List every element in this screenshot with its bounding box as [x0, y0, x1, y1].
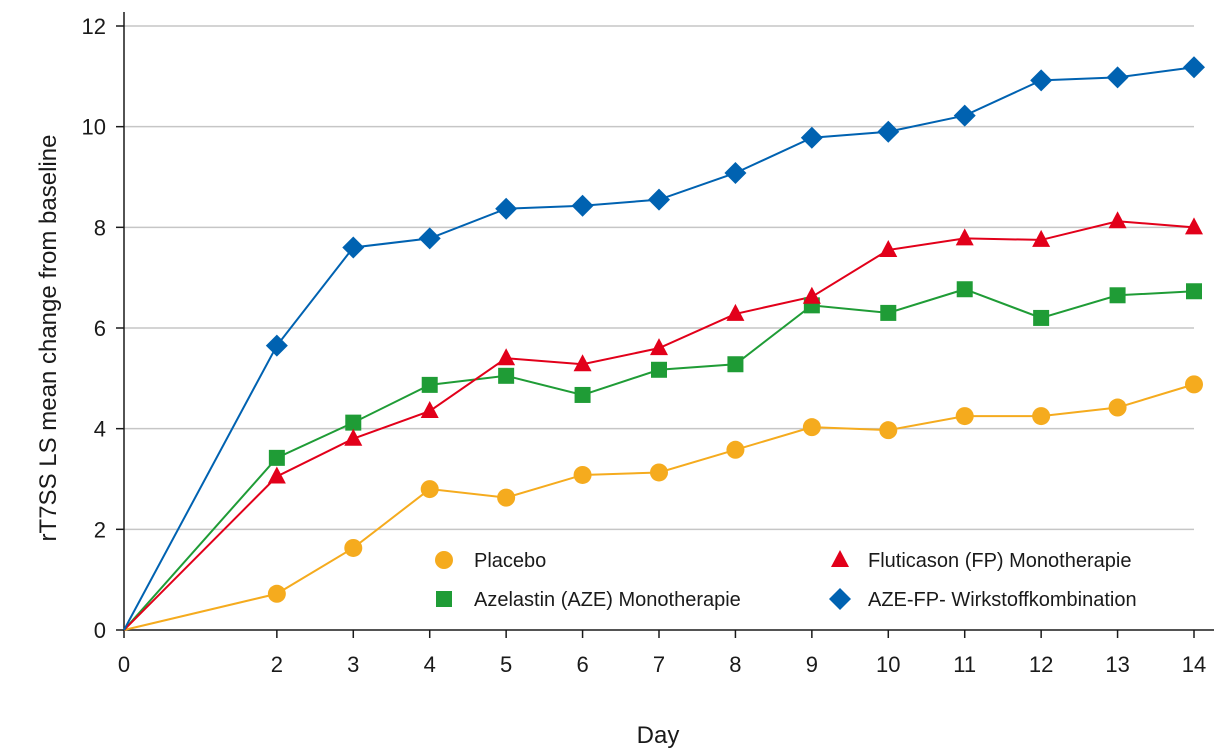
- series-line-2: [123, 288, 1195, 631]
- data-point-s4-day-12: [1030, 69, 1053, 92]
- legend-marker-4: [829, 588, 851, 610]
- data-point-s2-day-3: [345, 414, 362, 431]
- x-tick-label-5: 5: [500, 652, 512, 677]
- x-tick-label-0: 0: [118, 652, 130, 677]
- data-point-s3-day-13: [1108, 211, 1127, 229]
- legend: Placebo Azelastin (AZE) Monotherapie Fluti…: [435, 550, 1137, 611]
- x-tick-label-2: 2: [271, 652, 283, 677]
- data-point-s2-day-4: [421, 376, 438, 393]
- series-lines: [123, 66, 1195, 631]
- data-point-s3-day-4: [420, 401, 439, 419]
- y-tick-label-8: 8: [94, 215, 106, 240]
- data-point-s4-day-7: [648, 188, 670, 211]
- data-point-s1-day-7: [650, 463, 668, 482]
- legend-label-1: Placebo: [474, 550, 546, 572]
- data-point-s1-day-9: [802, 418, 821, 437]
- x-tick-label-11: 11: [953, 652, 976, 677]
- data-point-s3-day-7: [650, 338, 668, 356]
- data-point-s2-day-6: [574, 386, 591, 403]
- data-point-s3-day-9: [802, 286, 821, 304]
- data-point-s2-day-10: [880, 304, 897, 321]
- x-axis-title: Day: [637, 722, 680, 749]
- data-point-s1-day-13: [1108, 398, 1127, 417]
- data-point-s1-day-12: [1032, 407, 1051, 426]
- y-axis-title: rT7SS LS mean change from baseline: [35, 135, 62, 542]
- data-point-s3-day-11: [955, 228, 974, 246]
- data-point-s2-day-2: [268, 449, 285, 466]
- legend-marker-3: [831, 550, 849, 567]
- x-tick-label-4: 4: [424, 652, 436, 677]
- data-point-s4-day-14: [1183, 56, 1205, 79]
- data-point-s3-day-10: [879, 239, 898, 257]
- y-tick-label-0: 0: [94, 618, 106, 643]
- data-point-s4-day-8: [724, 161, 747, 184]
- data-point-s1-day-4: [420, 480, 439, 499]
- axes: [116, 12, 1214, 638]
- legend-label-2: Azelastin (AZE) Monotherapie: [474, 589, 741, 611]
- data-point-s1-day-10: [879, 421, 898, 440]
- data-point-s2-day-11: [956, 281, 973, 298]
- data-point-s1-day-2: [267, 584, 286, 603]
- data-point-s4-day-10: [877, 120, 900, 143]
- tick-labels: 0 2 4 6 8 10 12 0 2 3 4 5 6 7 8 9 10 11 12 13 14: [82, 14, 1207, 677]
- data-point-s1-day-8: [726, 440, 745, 459]
- y-tick-label-10: 10: [82, 115, 106, 140]
- x-tick-label-8: 8: [729, 652, 741, 677]
- legend-marker-2: [436, 591, 452, 607]
- x-tick-label-3: 3: [347, 652, 359, 677]
- data-point-s2-day-8: [727, 356, 744, 373]
- data-point-s2-day-5: [498, 367, 515, 384]
- data-point-s3-day-5: [497, 348, 516, 366]
- data-point-s3-day-6: [573, 354, 592, 372]
- data-point-s1-day-5: [497, 488, 516, 507]
- data-point-s4-day-3: [342, 236, 365, 259]
- data-point-s3-day-2: [267, 466, 286, 484]
- data-point-s2-day-12: [1033, 309, 1050, 326]
- data-point-s4-day-6: [571, 194, 594, 217]
- data-point-s4-day-13: [1106, 66, 1129, 89]
- x-tick-label-9: 9: [806, 652, 818, 677]
- legend-marker-1: [435, 551, 453, 569]
- x-tick-label-12: 12: [1029, 652, 1053, 677]
- x-tick-label-10: 10: [876, 652, 900, 677]
- y-tick-label-6: 6: [94, 316, 106, 341]
- data-point-s3-day-14: [1185, 217, 1203, 235]
- data-point-s1-day-11: [955, 407, 974, 426]
- series-line-4: [123, 66, 1195, 631]
- data-point-s1-day-14: [1185, 375, 1203, 394]
- data-point-s2-day-7: [651, 361, 667, 378]
- x-tick-label-13: 13: [1105, 652, 1129, 677]
- y-tick-label-12: 12: [82, 14, 106, 39]
- data-point-s2-day-13: [1109, 287, 1126, 304]
- data-point-s4-day-4: [418, 227, 441, 250]
- data-point-s4-day-11: [953, 104, 976, 127]
- data-point-s4-day-9: [800, 126, 823, 149]
- x-tick-label-14: 14: [1182, 652, 1206, 677]
- series-line-1: [123, 383, 1195, 631]
- data-point-s4-day-5: [495, 197, 518, 220]
- data-point-s3-day-8: [726, 303, 745, 321]
- data-point-s3-day-12: [1032, 229, 1051, 247]
- x-tick-label-6: 6: [576, 652, 588, 677]
- data-point-s1-day-3: [344, 538, 363, 557]
- y-tick-label-4: 4: [94, 417, 106, 442]
- data-point-s4-day-2: [265, 334, 288, 357]
- legend-label-4: AZE-FP- Wirkstoffkombination: [868, 589, 1137, 611]
- y-tick-label-2: 2: [94, 517, 106, 542]
- data-point-s1-day-6: [573, 465, 592, 484]
- grid-lines: [124, 25, 1194, 531]
- x-tick-label-7: 7: [653, 652, 665, 677]
- data-point-s2-day-14: [1186, 283, 1202, 300]
- legend-label-3: Fluticason (FP) Monotherapie: [868, 550, 1131, 572]
- series-markers: [265, 56, 1205, 603]
- data-point-s3-day-3: [344, 428, 363, 446]
- series-line-3: [123, 220, 1195, 631]
